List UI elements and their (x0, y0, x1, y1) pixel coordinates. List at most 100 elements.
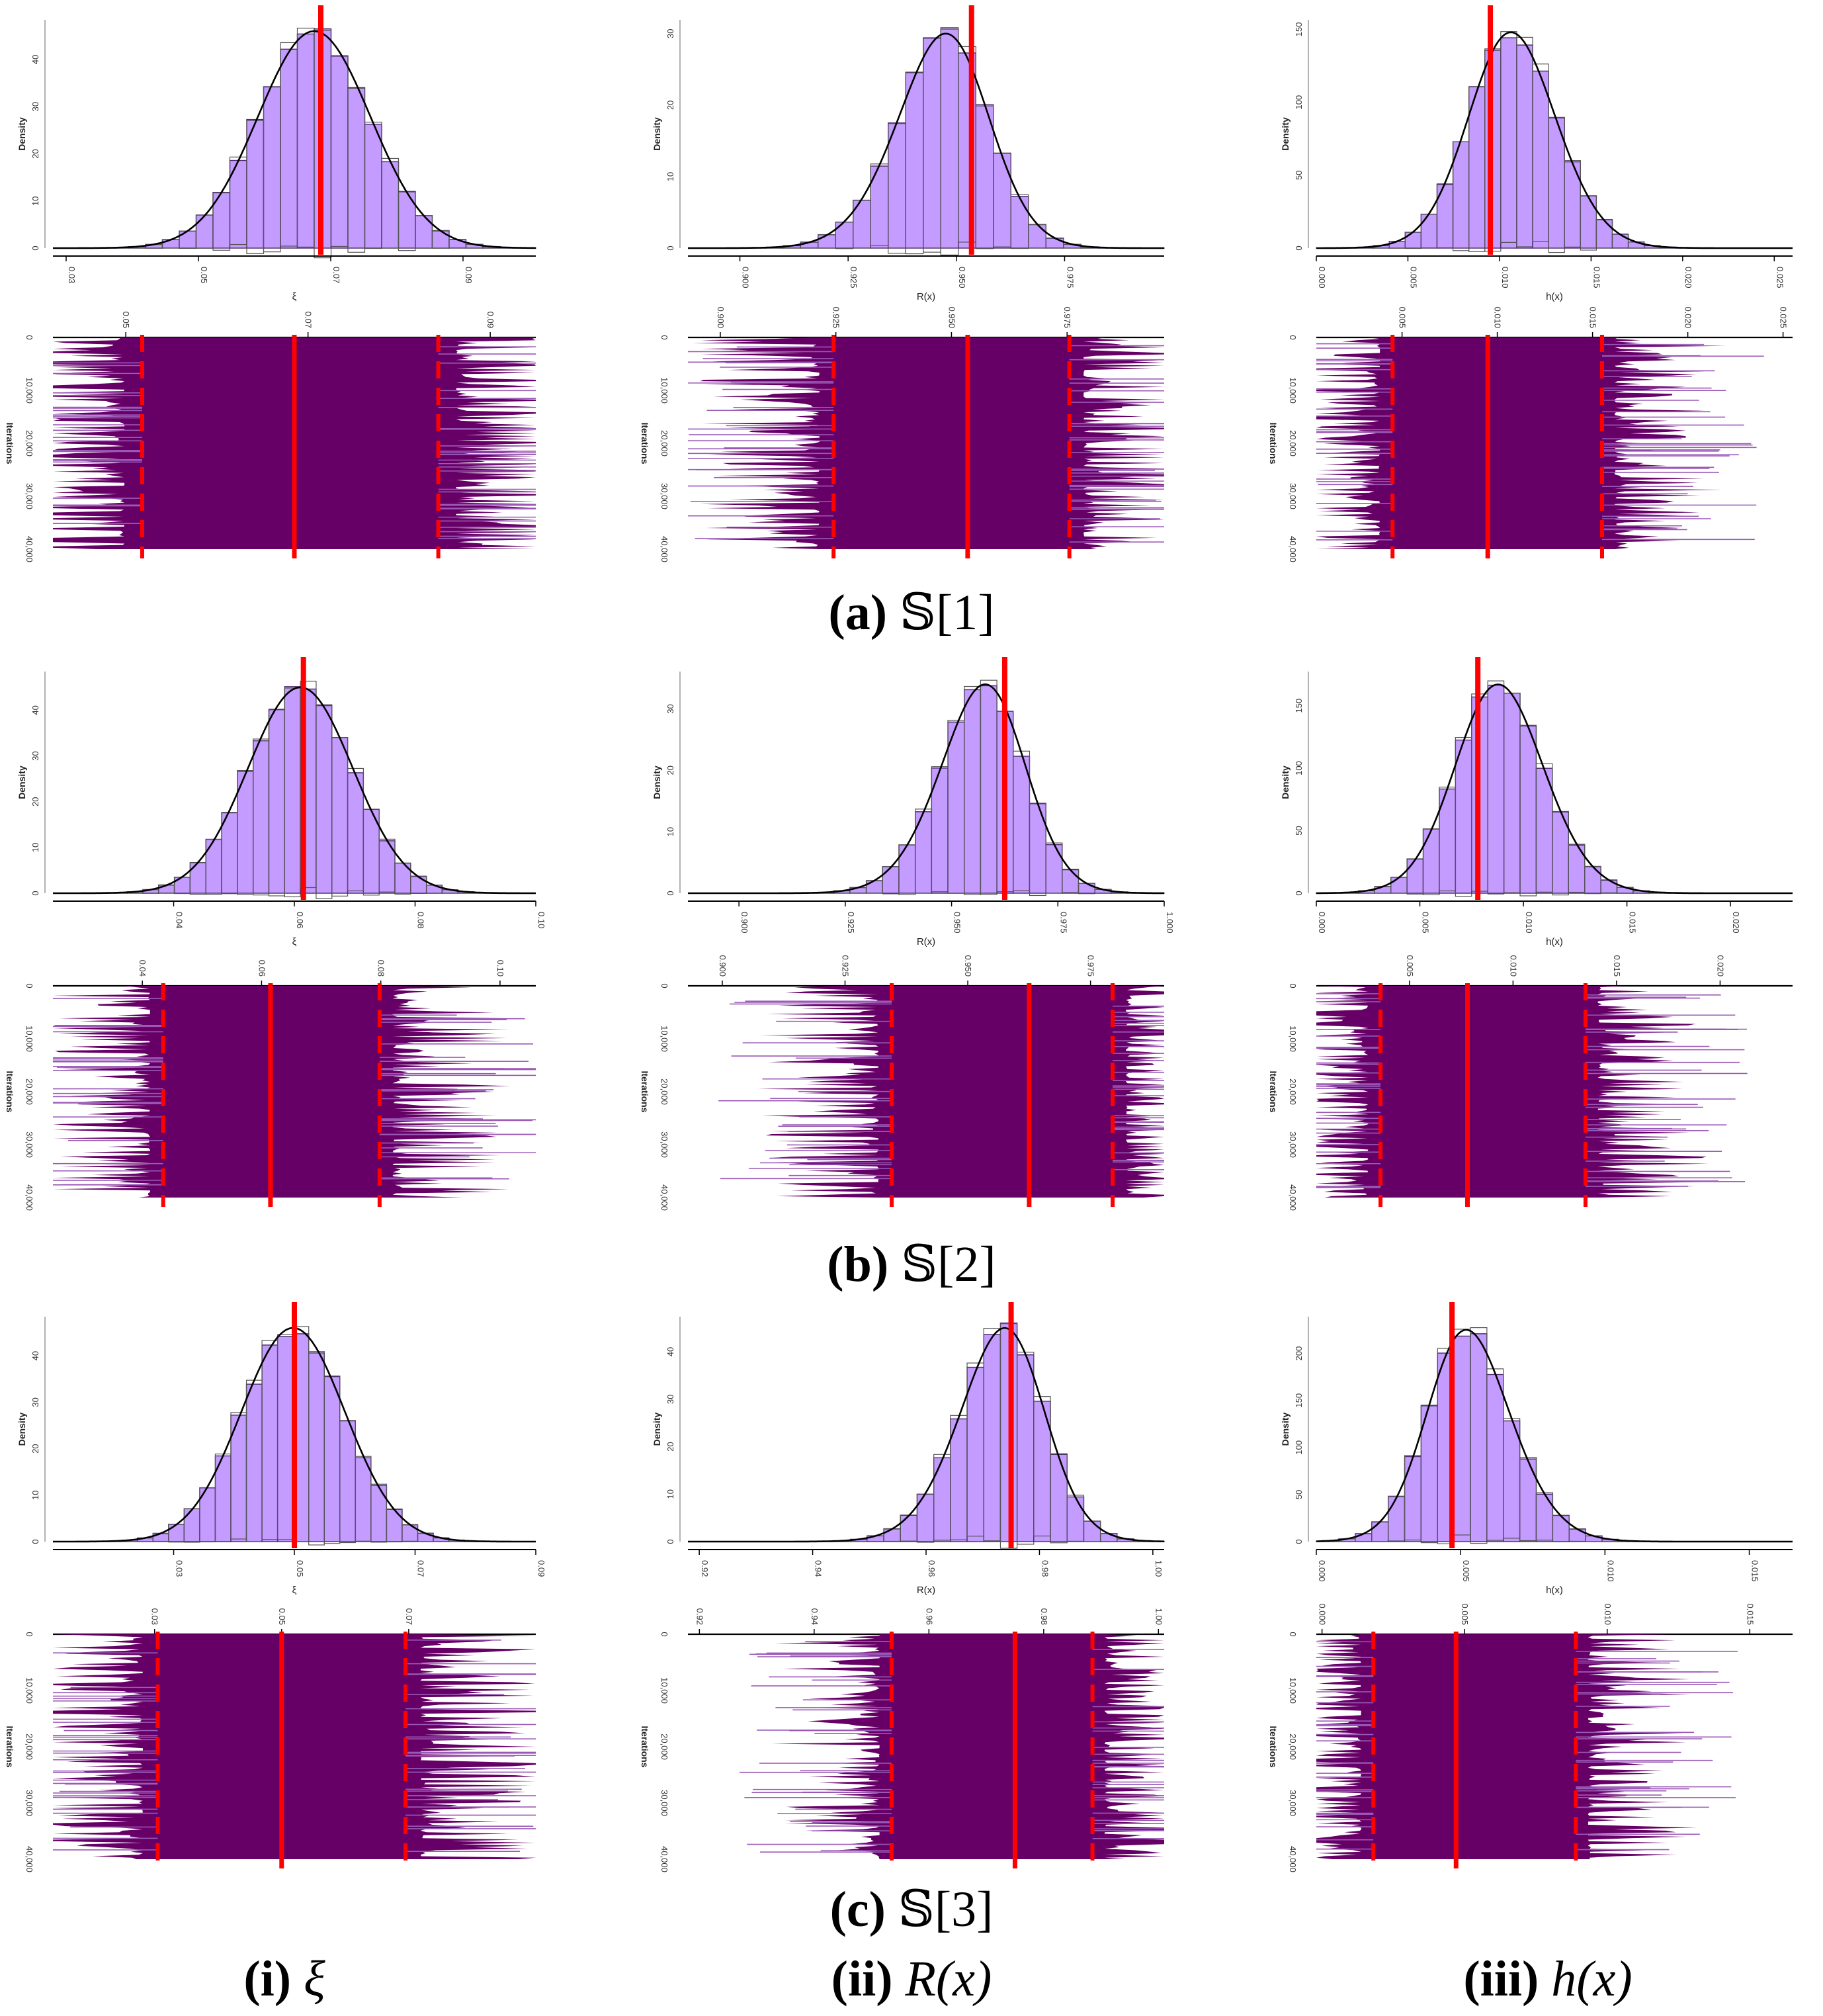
y-tick-label: 0 (24, 983, 34, 988)
histogram-bar (980, 685, 997, 894)
y-tick-label: 30 (665, 29, 675, 38)
y-tick-label: 150 (1294, 22, 1304, 37)
x-tick-label: 0.08 (376, 960, 386, 977)
histogram-bar (364, 124, 382, 249)
x-tick-label: 0.010 (1524, 912, 1534, 934)
y-tick-label: 30,000 (1288, 483, 1298, 509)
y-tick-label: 100 (1294, 95, 1304, 110)
panel-c-ii: 0.92 0.94 0.96 0.98 1.00 0 10 20 30 40 Density R(x) (652, 1302, 1165, 1596)
histogram-bar (1062, 869, 1080, 894)
histogram-bar (1500, 37, 1517, 249)
y-tick-label: 40,000 (1288, 536, 1298, 562)
histogram-bar (888, 122, 906, 249)
y-tick-label: 40 (30, 55, 40, 64)
column-caption-i-numeral: (i) (243, 1951, 292, 2007)
y-tick-label: 10,000 (24, 377, 34, 404)
x-tick-label: 0.900 (716, 306, 726, 328)
x-tick-label: 0.10 (536, 912, 546, 928)
histogram-bar (883, 1528, 901, 1542)
histogram-bar (1503, 1420, 1521, 1542)
y-tick-label: 10 (30, 196, 40, 205)
x-tick-label: 0.09 (536, 1560, 546, 1577)
panel-b-iii-t: 0.005 0.010 0.015 0.020 0 10,000 20,000 30,000 4… (1268, 955, 1793, 1211)
y-tick-label: 40,000 (1288, 1846, 1298, 1872)
histogram-bar (1519, 1458, 1537, 1542)
x-tick-label: 0.07 (416, 1560, 426, 1577)
row-caption-a-letter: (a) (828, 585, 888, 640)
y-tick-label: 0 (665, 1539, 675, 1544)
y-axis-label: Density (17, 117, 27, 151)
x-tick-label: 0.94 (810, 1608, 820, 1625)
y-tick-label: 20,000 (1288, 1078, 1298, 1105)
histogram-bar (1045, 238, 1064, 249)
x-tick-label: 0.010 (1603, 1603, 1613, 1625)
histogram-bar (1487, 684, 1505, 894)
y-axis-label: Iterations (640, 422, 650, 464)
x-tick-label: 0.925 (841, 955, 851, 977)
y-tick-label: 0 (24, 335, 34, 339)
row-caption-a-symbol: 𝕊 (900, 582, 936, 641)
histogram-bar (905, 71, 924, 249)
x-tick-label: 0.09 (486, 312, 495, 328)
panel-c-iii-t: 0.000 0.005 0.010 0.015 0 10,000 20,000 30,000 4… (1268, 1603, 1793, 1872)
y-tick-label: 30,000 (1288, 1131, 1298, 1158)
x-tick-label: 0.975 (1058, 912, 1068, 934)
histogram-bar (1355, 1533, 1373, 1542)
histogram-bar (1611, 234, 1629, 249)
histogram-bar (1387, 1496, 1406, 1542)
x-tick-label: 0.925 (831, 306, 841, 328)
histogram-bar (331, 737, 349, 894)
column-caption-iii-param: h(x) (1551, 1951, 1632, 2007)
histogram-bar (1595, 219, 1613, 249)
y-tick-label: 0 (1294, 1539, 1304, 1544)
x-tick-label: 1.00 (1154, 1560, 1164, 1577)
panel-b-iii: 0.000 0.005 0.010 0.015 0.020 0 50 100 150 Densit… (1280, 657, 1793, 947)
x-axis-label: ξ (292, 291, 297, 302)
histogram-bar (370, 1485, 388, 1542)
x-tick-label: 0.025 (1779, 306, 1789, 328)
y-axis-label: Density (1280, 117, 1291, 151)
y-tick-label: 0 (659, 335, 669, 339)
x-tick-label: 0.05 (121, 312, 131, 328)
panel-c-i-t: 0.03 0.05 0.07 0 10,000 20,000 30,000 40,000 Ite… (5, 1608, 536, 1872)
y-tick-label: 30,000 (24, 1131, 34, 1158)
histogram-bar (1503, 692, 1521, 894)
trace-band (1316, 986, 1709, 1198)
x-tick-label: 0.92 (695, 1608, 704, 1625)
x-axis-label: h(x) (1546, 1585, 1563, 1596)
x-tick-label: 0.06 (257, 960, 267, 977)
x-tick-label: 0.07 (304, 312, 314, 328)
histogram-bar (933, 1457, 951, 1542)
histogram-bar (245, 1383, 263, 1542)
y-tick-label: 30,000 (659, 483, 669, 509)
y-tick-label: 0 (1288, 983, 1298, 988)
y-tick-label: 30 (665, 1395, 675, 1404)
histogram-bar (316, 705, 333, 894)
histogram-bar (431, 230, 450, 249)
x-tick-label: 0.94 (814, 1560, 824, 1577)
histogram-bar (1422, 828, 1440, 894)
y-tick-label: 40 (665, 1347, 675, 1356)
density-curve (688, 683, 1164, 895)
density-curve (1316, 683, 1793, 895)
x-tick-label: 0.925 (846, 912, 856, 934)
y-tick-label: 40,000 (659, 1184, 669, 1211)
histogram-bar (1045, 844, 1063, 894)
y-tick-label: 10,000 (659, 1677, 669, 1704)
x-tick-label: 0.03 (150, 1608, 160, 1625)
x-tick-label: 0.950 (963, 955, 973, 977)
panel-b-ii-t: 0.900 0.925 0.950 0.975 0 10,000 20,000 30,000 4… (640, 955, 1164, 1211)
histogram-bar (284, 686, 301, 894)
panel-b-i-t: 0.04 0.06 0.08 0.10 0 10,000 20,000 30,000 40,00… (5, 960, 536, 1211)
x-axis-label: ξ (292, 1585, 297, 1596)
x-tick-label: 0.000 (1317, 267, 1327, 288)
x-tick-label: 1.00 (1154, 1608, 1164, 1625)
x-tick-label: 0.05 (295, 1560, 305, 1577)
histogram-bar (1010, 196, 1029, 249)
row-caption-b-letter: (b) (827, 1237, 889, 1292)
x-tick-label: 0.975 (1062, 306, 1072, 328)
histogram-bar (817, 234, 836, 249)
row-caption-b-symbol: 𝕊 (901, 1234, 938, 1293)
x-tick-label: 0.975 (1065, 267, 1075, 288)
y-axis-label: Density (652, 766, 662, 799)
